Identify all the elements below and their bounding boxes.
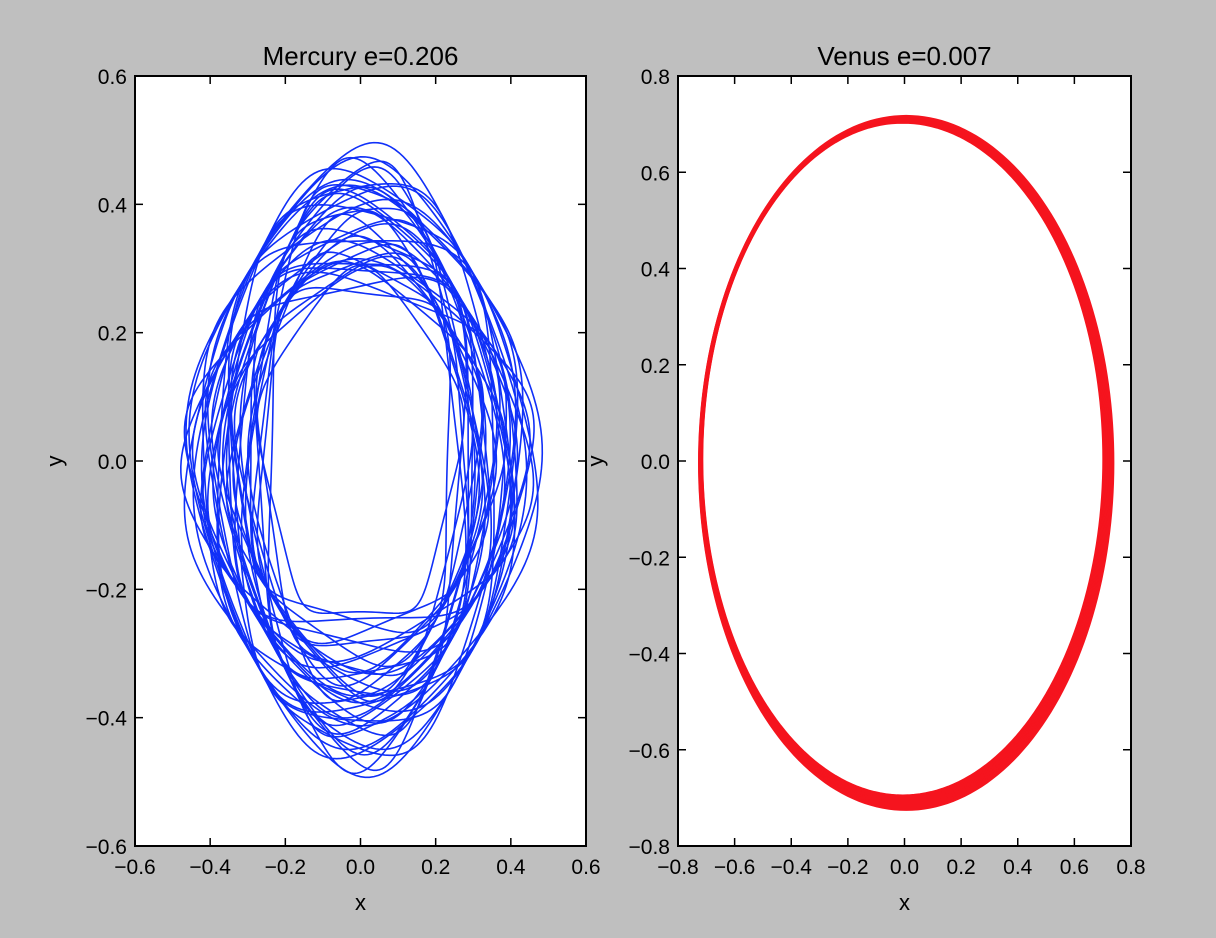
venus-ytick-label: 0.8 [641, 66, 670, 89]
mercury-orbit-path [225, 188, 470, 735]
venus-xtick-label: 0.0 [890, 856, 919, 879]
venus-subplot: −0.8 −0.6 −0.4 −0.2 0.0 0.2 0.4 0.6 0.8−0.8−0.6−… [583, 41, 1146, 915]
venus-ticks: −0.8 −0.6 −0.4 −0.2 0.0 0.2 0.4 0.6 0.8−0.8−0.6−… [629, 66, 1146, 879]
mercury-orbit [180, 141, 544, 779]
venus-xtick-label: −0.6 [714, 856, 755, 879]
venus-ytick-label: −0.6 [629, 740, 670, 763]
venus-plot-area [678, 76, 1131, 846]
venus-xtick-label: −0.4 [771, 856, 813, 879]
venus-xtick-label: 0.6 [1060, 856, 1089, 879]
mercury-orbit-path [227, 223, 519, 693]
mercury-xtick-label: −0.2 [265, 856, 306, 879]
venus-xtick-label: 0.2 [947, 856, 976, 879]
venus-orbit-path [698, 114, 1115, 811]
mercury-orbit-path [188, 178, 519, 713]
mercury-orbit-path [256, 243, 481, 703]
venus-ytick-label: 0.2 [641, 355, 670, 378]
mercury-xtick-label: −0.6 [114, 856, 155, 879]
mercury-orbit-path [240, 207, 486, 756]
mercury-orbit-path [217, 182, 512, 779]
venus-ytick-label: −0.8 [629, 836, 670, 859]
mercury-orbit-path [217, 260, 485, 645]
venus-ytick-label: −0.2 [629, 547, 670, 570]
mercury-ytick-label: −0.4 [86, 708, 128, 731]
mercury-ytick-label: 0.4 [98, 194, 128, 217]
mercury-orbit-path [183, 258, 535, 623]
mercury-orbit-path [230, 264, 507, 634]
mercury-ytick-label: 0.2 [98, 323, 127, 346]
mercury-orbit-path [249, 255, 498, 668]
venus-ytick-label: −0.4 [629, 644, 671, 667]
venus-ytick-label: 0.0 [641, 451, 670, 474]
mercury-orbit-path [180, 271, 518, 663]
mercury-orbit-path [199, 276, 535, 675]
mercury-ylabel: y [42, 456, 67, 467]
mercury-ytick-label: 0.0 [98, 451, 127, 474]
mercury-orbit-path [201, 198, 544, 713]
venus-xtick-label: −0.2 [827, 856, 868, 879]
mercury-title: Mercury e=0.206 [263, 41, 459, 71]
mercury-ytick-label: −0.6 [86, 836, 127, 859]
venus-xtick-label: −0.8 [657, 856, 698, 879]
mercury-orbit-path [221, 192, 474, 727]
mercury-orbit-path [206, 262, 513, 704]
mercury-xtick-label: 0.2 [421, 856, 450, 879]
venus-xlabel: x [899, 890, 910, 915]
mercury-ytick-label: −0.2 [86, 579, 127, 602]
mercury-orbit-path [210, 206, 501, 680]
venus-ytick-label: 0.6 [641, 162, 670, 185]
mercury-orbit-path [204, 240, 531, 653]
venus-ylabel: y [583, 456, 608, 467]
mercury-orbit-path [267, 160, 476, 772]
mercury-xtick-label: −0.4 [189, 856, 231, 879]
mercury-ticks: −0.6 −0.4 −0.2 0.0 0.2 0.4 0.6 −0.6 −0.4 −0.2 0.0 0… [86, 66, 601, 879]
mercury-orbit-path [227, 141, 512, 757]
mercury-orbit-path [253, 166, 487, 737]
venus-ytick-label: 0.4 [641, 259, 671, 282]
mercury-xtick-label: 0.0 [346, 856, 375, 879]
mercury-ytick-label: 0.6 [98, 66, 127, 89]
mercury-orbit-path [191, 239, 508, 669]
mercury-orbit-path [200, 167, 495, 760]
mercury-xtick-label: 0.4 [496, 856, 526, 879]
venus-xtick-label: 0.4 [1003, 856, 1033, 879]
mercury-xlabel: x [355, 890, 366, 915]
mercury-xtick-label: 0.6 [571, 856, 600, 879]
mercury-orbit-path [234, 218, 506, 724]
venus-xtick-label: 0.8 [1116, 856, 1145, 879]
mercury-orbit-path [232, 251, 469, 687]
mercury-orbit-path [192, 204, 516, 751]
venus-title: Venus e=0.007 [817, 41, 991, 71]
venus-orbit [698, 114, 1115, 811]
mercury-subplot: −0.6 −0.4 −0.2 0.0 0.2 0.4 0.6 −0.6 −0.4 −0.2 0.0 0… [42, 41, 601, 915]
